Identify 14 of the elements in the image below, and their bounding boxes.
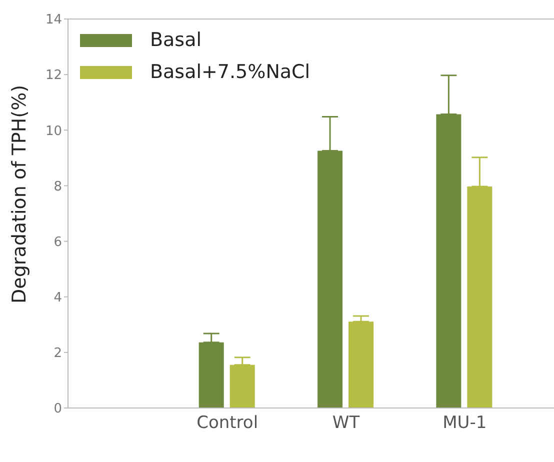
y-tick-label: 12 [45,68,62,84]
y-tick-label: 10 [45,124,62,139]
y-tick-label: 8 [54,179,62,194]
y-tick-label: 2 [54,346,62,362]
legend-label: Basal+7.5%NaCl [150,61,310,83]
y-tick-label: 0 [54,402,62,417]
x-tick-label: MU-1 [442,413,487,434]
legend-label: Basal [150,29,202,51]
x-tick-label: WT [332,413,360,434]
y-axis-title: Degradation of TPH(%) [8,84,31,304]
x-tick-label: Control [196,413,258,434]
y-tick-label: 14 [45,12,62,28]
y-tick-label: 4 [54,290,62,306]
y-tick-label: 6 [54,234,62,250]
